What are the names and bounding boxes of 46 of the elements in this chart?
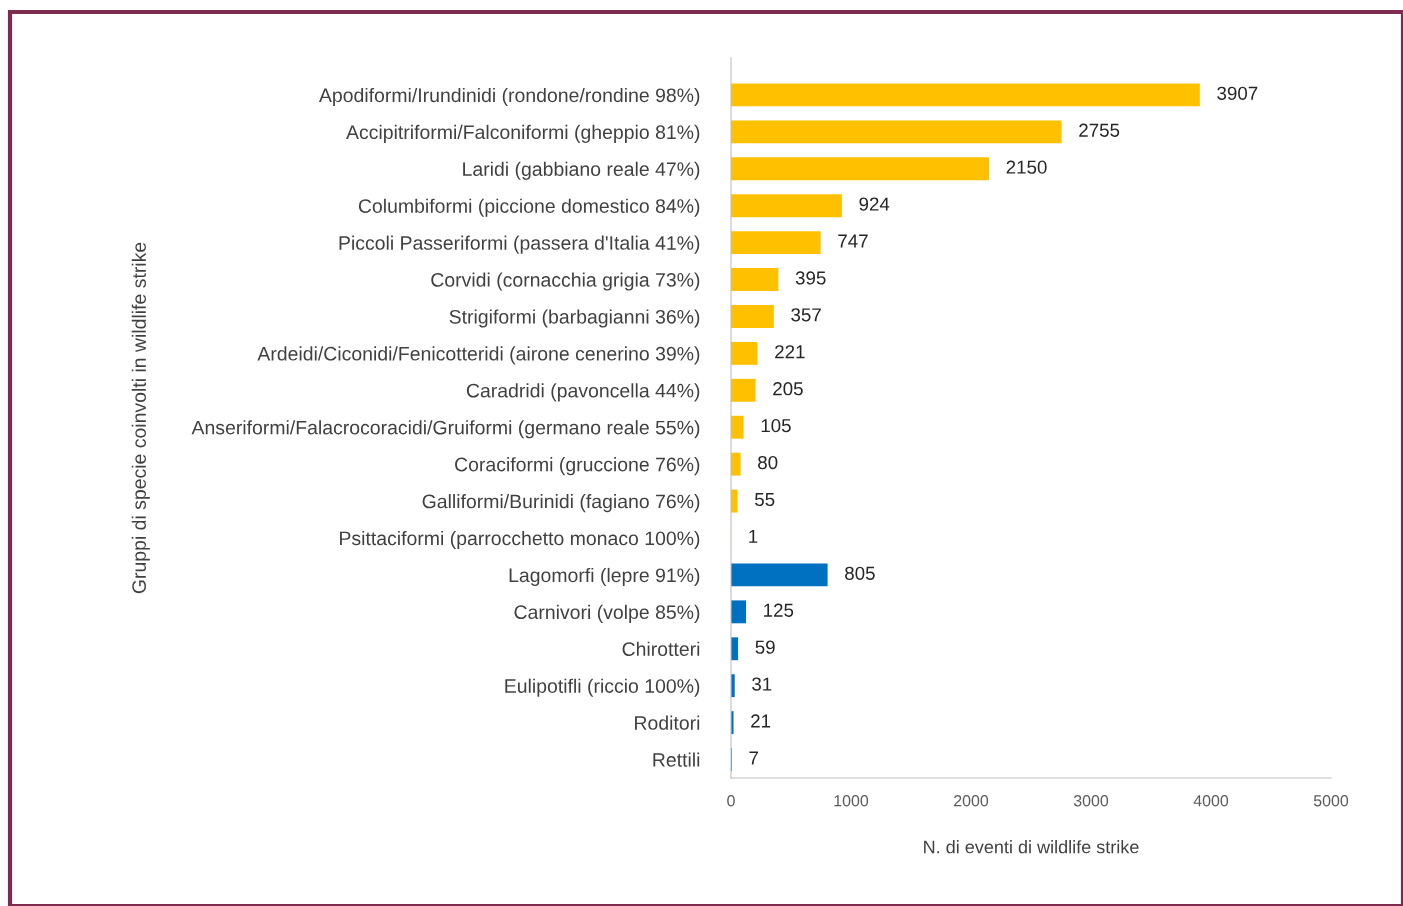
y-tick-label: Galliformi/Burinidi (fagiano 76%) [422,494,700,513]
y-tick-label: Lagomorfi (lepre 91%) [509,567,700,586]
y-tick-label: Laridi (gabbiano reale 47%) [463,161,700,180]
data-label: 21 [751,714,771,728]
x-tick-label: 4000 [1193,795,1229,807]
y-tick-label: Piccoli Passeriformi (passera d'Italia 41%) [339,235,700,254]
data-label: 2755 [1079,123,1120,137]
data-label: 80 [758,455,778,470]
x-tick-label: 5000 [1313,795,1349,807]
data-label: 59 [755,640,775,654]
y-tick-label: Carnivori (volpe 85%) [514,604,700,623]
data-label: 1 [749,529,758,543]
y-tick-label: Columbiformi (piccione domestico 84%) [358,198,700,217]
data-label: 747 [838,234,868,248]
y-tick-label: Accipitriformi/Falconiformi (gheppio 81%) [346,124,700,143]
data-label: 805 [845,566,875,580]
x-tick-label: 3000 [1073,795,1109,807]
data-label: 3907 [1217,86,1258,100]
y-tick-label: Eulipotifli (riccio 100%) [505,678,700,697]
y-tick-label: Rettili [653,752,700,767]
y-axis-title: Gruppi di specie coinvolti in wildlife strike [131,242,150,594]
data-label: 31 [752,677,772,691]
data-label: 357 [791,308,821,322]
x-axis-title: N. di eventi di wildlife strike [924,840,1139,854]
y-tick-label: Ardeidi/Ciconidi/Fenicotteridi (airone cenerino 39%) [257,346,700,365]
x-tick-label: 2000 [954,795,989,807]
y-tick-label: Psittaciformi (parrocchetto monaco 100%) [340,530,700,550]
x-tick-label: 0 [727,795,735,807]
data-label: 7 [749,751,758,765]
data-label: 395 [795,271,826,285]
y-tick-label: Strigiformi (barbagianni 36%) [449,309,700,328]
y-tick-label: Corvidi (cornacchia grigia 73%) [431,272,700,291]
data-label: 125 [764,603,794,617]
data-label: 105 [761,418,791,433]
data-label: 55 [755,493,775,507]
data-label: 221 [775,345,805,359]
y-tick-label: Roditori [635,715,700,730]
data-label: 924 [859,197,890,211]
data-label: 2150 [1006,160,1047,174]
y-tick-label: Anseriformi/Falacrocoracidi/Gruiformi (germano reale 55%) [191,420,700,439]
y-tick-label: Apodiformi/Irundinidi (rondone/rondine 98%) [318,87,700,106]
x-tick-label: 1000 [834,795,869,807]
y-tick-label: Chirotteri [622,641,700,657]
y-tick-label: Coraciformi (gruccione 76%) [455,457,700,476]
data-label: 205 [773,382,803,396]
y-tick-label: Caradridi (pavoncella 44%) [466,383,700,402]
